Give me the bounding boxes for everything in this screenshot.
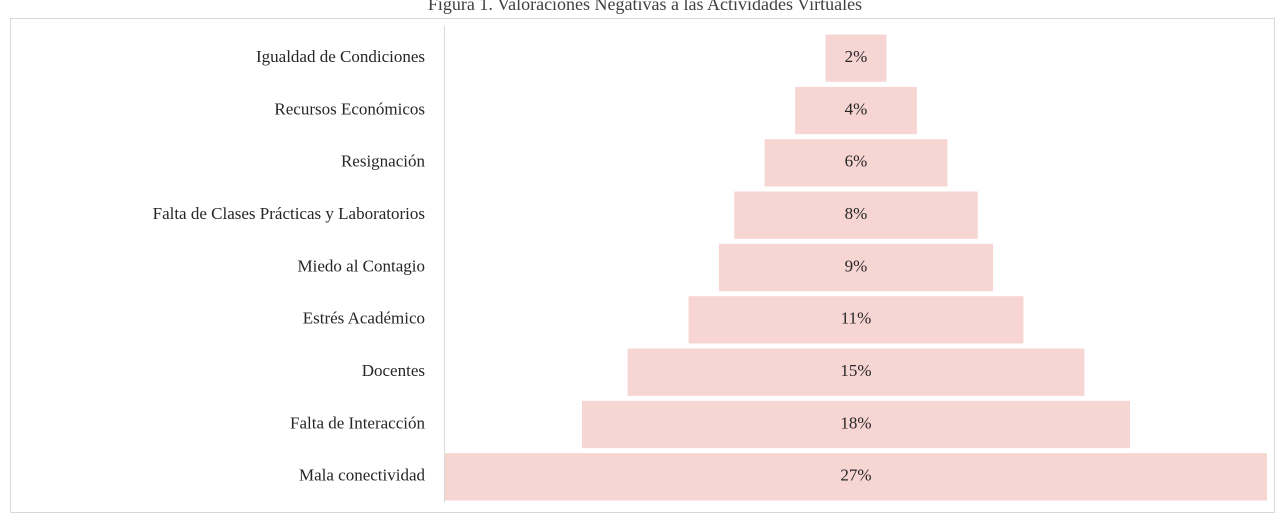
funnel-bar xyxy=(825,34,887,82)
category-label: Resignación xyxy=(341,152,426,171)
category-label: Igualdad de Condiciones xyxy=(256,47,425,66)
data-label: 15% xyxy=(840,361,871,380)
data-label: 9% xyxy=(845,256,868,275)
data-label: 6% xyxy=(845,152,868,171)
data-label: 2% xyxy=(845,47,868,66)
data-label: 11% xyxy=(841,309,872,328)
category-label: Mala conectividad xyxy=(299,466,426,485)
chart-title: Figura 1. Valoraciones Negativas a las A… xyxy=(428,0,862,14)
funnel-bar xyxy=(627,348,1085,396)
funnel-bar xyxy=(795,86,917,135)
category-label: Miedo al Contagio xyxy=(298,256,425,275)
data-label: 18% xyxy=(840,413,871,432)
funnel-bar xyxy=(719,243,993,292)
funnel-bar xyxy=(445,453,1267,501)
data-label: 27% xyxy=(840,466,871,485)
category-label: Estrés Académico xyxy=(303,309,425,328)
category-label: Docentes xyxy=(362,361,425,380)
category-label: Recursos Económicos xyxy=(274,99,425,118)
data-label: 8% xyxy=(845,204,868,223)
category-label: Falta de Interacción xyxy=(290,413,425,432)
funnel-bar xyxy=(688,296,1024,344)
funnel-bar xyxy=(734,191,978,239)
category-label: Falta de Clases Prácticas y Laboratorios xyxy=(153,204,425,223)
funnel-bar xyxy=(582,400,1130,449)
data-label: 4% xyxy=(845,99,868,118)
funnel-bar xyxy=(764,139,948,187)
